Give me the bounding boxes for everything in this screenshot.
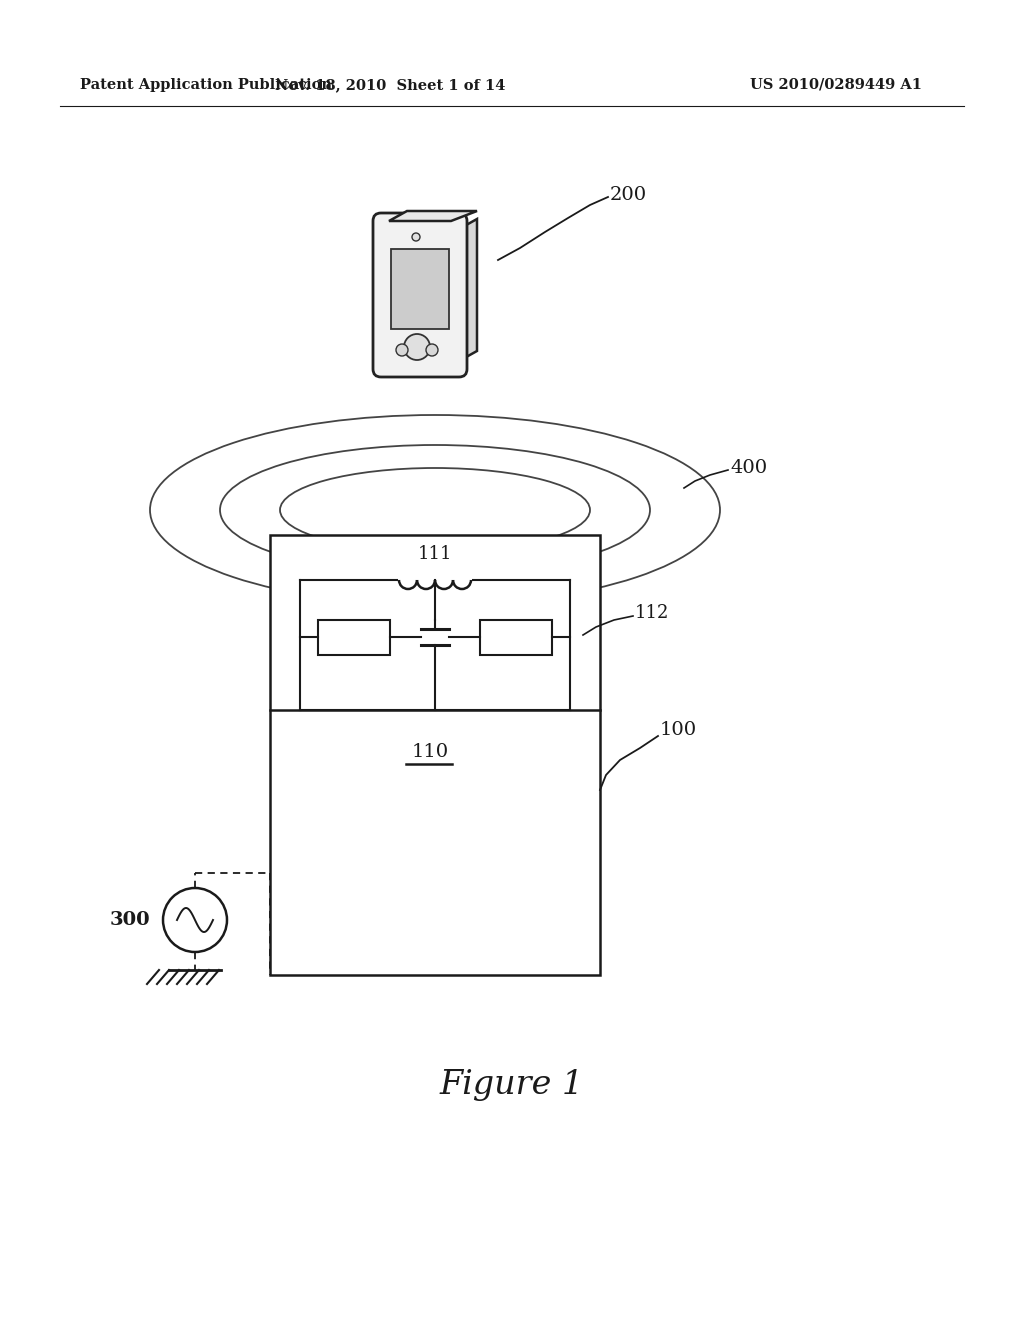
Text: 110: 110 (412, 743, 449, 762)
Text: US 2010/0289449 A1: US 2010/0289449 A1 (750, 78, 922, 92)
Text: 300: 300 (110, 911, 150, 929)
Circle shape (404, 334, 430, 360)
Circle shape (426, 345, 438, 356)
FancyBboxPatch shape (373, 213, 467, 378)
Circle shape (412, 234, 420, 242)
Bar (391, 249, 449, 329)
Text: 200: 200 (610, 186, 647, 205)
Polygon shape (459, 219, 477, 360)
Text: 112: 112 (635, 605, 670, 622)
Circle shape (163, 888, 227, 952)
Text: Figure 1: Figure 1 (440, 1069, 584, 1101)
Bar (318, 620, 390, 655)
Bar (270, 535, 600, 975)
Polygon shape (389, 211, 477, 220)
Text: 100: 100 (660, 721, 697, 739)
Text: Nov. 18, 2010  Sheet 1 of 14: Nov. 18, 2010 Sheet 1 of 14 (274, 78, 505, 92)
Circle shape (396, 345, 408, 356)
Bar (480, 620, 552, 655)
Text: Patent Application Publication: Patent Application Publication (80, 78, 332, 92)
Text: 400: 400 (730, 459, 767, 477)
Text: 111: 111 (418, 545, 453, 564)
